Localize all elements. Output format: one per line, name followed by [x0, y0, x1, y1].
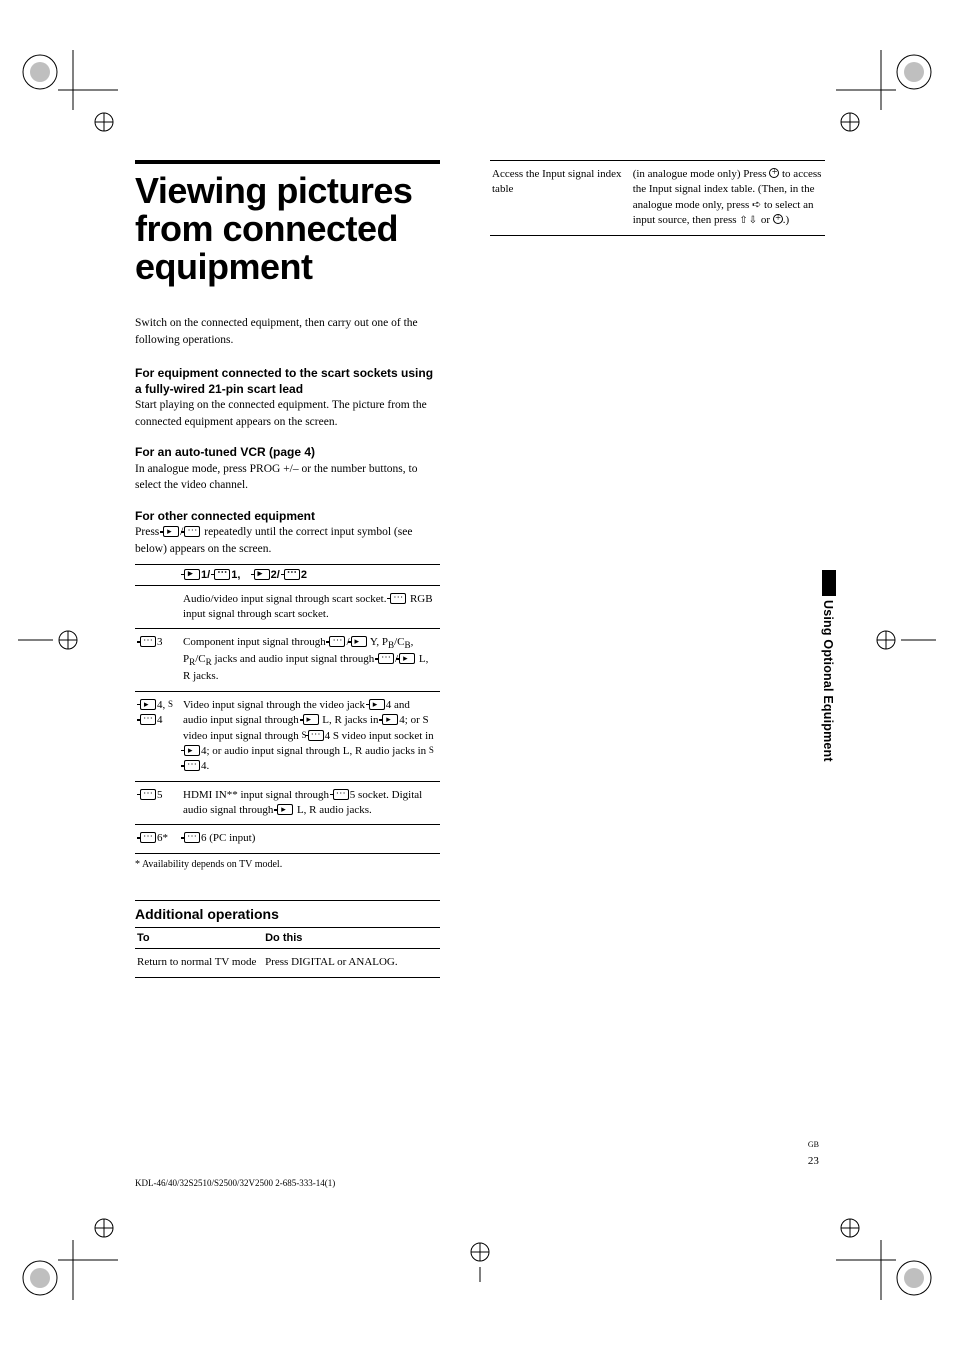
- crop-mark-mr: [836, 610, 936, 670]
- sv4-icon: [140, 714, 156, 725]
- pc6-icon: [184, 832, 200, 843]
- row2-desc: Video input signal through the video jac…: [179, 691, 440, 781]
- ops-r1-do: Press DIGITAL or ANALOG.: [263, 949, 440, 977]
- left-column: Viewing pictures from connected equipmen…: [135, 160, 440, 978]
- ops-h1: To: [135, 928, 263, 949]
- arrow-updown-icon: [739, 214, 758, 226]
- page-title: Viewing pictures from connected equipmen…: [135, 160, 440, 285]
- crop-mark-tl: [18, 50, 118, 150]
- arrow-right-icon: [752, 199, 761, 211]
- row2-label: 4, S4: [135, 691, 179, 781]
- crop-mark-ml: [18, 610, 118, 670]
- right-column: Access the Input signal index table (in …: [490, 160, 825, 236]
- ops-h2: Do this: [263, 928, 440, 949]
- icon-tbl-h1: 1/ 1, 2/ 2: [179, 564, 440, 585]
- row4-label-txt: 6*: [157, 832, 168, 844]
- icon-tbl-h3-txt: 2/: [271, 569, 280, 581]
- additional-ops-head: Additional operations: [135, 900, 440, 928]
- hdmi5-icon: [333, 789, 349, 800]
- icon-tbl-h0: [135, 564, 179, 585]
- av1-rgb-icon: [214, 569, 230, 580]
- side-section-label: Using Optional Equipment: [821, 600, 835, 762]
- row1-label: 3: [135, 629, 179, 691]
- saud4-icon: [184, 760, 200, 771]
- ops-table: To Do this Return to normal TV mode Pres…: [135, 928, 440, 977]
- rgb-scart-icon: [390, 593, 406, 604]
- crop-mark-tr: [836, 50, 936, 150]
- page-content: Viewing pictures from connected equipmen…: [135, 160, 825, 978]
- ops-r2-do: (in analogue mode only) Press to access …: [631, 161, 825, 236]
- icon-tbl-h1-txt: 1/: [201, 569, 210, 581]
- av2-icon: [254, 569, 270, 580]
- component-icon: [329, 636, 345, 647]
- section3-body: Press / repeatedly until the correct inp…: [135, 524, 440, 557]
- component-jack-icon: [351, 636, 367, 647]
- page-number-value: 23: [808, 1155, 819, 1167]
- row1-desc: Component input signal through / Y, PB/C…: [179, 629, 440, 691]
- row0-desc: Audio/video input signal through scart s…: [179, 585, 440, 629]
- section1-head: For equipment connected to the scart soc…: [135, 365, 440, 397]
- ops-r1-to: Return to normal TV mode: [135, 949, 263, 977]
- crop-mark-br: [836, 1200, 936, 1300]
- in4-icon: [382, 714, 398, 725]
- section2-head: For an auto-tuned VCR (page 4): [135, 444, 440, 460]
- row4-label: 6*: [135, 825, 179, 853]
- av5-icon: [140, 789, 156, 800]
- footnote: * Availability depends on TV model.: [135, 858, 440, 873]
- row3-desc: HDMI IN** input signal through 5 socket.…: [179, 781, 440, 825]
- section3-head: For other connected equipment: [135, 508, 440, 524]
- audio-lr-icon: [378, 653, 394, 664]
- av6-icon: [140, 832, 156, 843]
- audio-jack-icon: [399, 653, 415, 664]
- row3-label-txt: 5: [157, 789, 163, 801]
- svid4-icon: [308, 730, 324, 741]
- vid4-icon: [369, 699, 385, 710]
- row3-label: 5: [135, 781, 179, 825]
- row1-label-txt: 3: [157, 636, 163, 648]
- input-icon: [163, 526, 179, 537]
- ops-table-cont: Access the Input signal index table (in …: [490, 160, 825, 236]
- side-tab: [822, 570, 836, 596]
- av3-icon: [140, 636, 156, 647]
- row4-desc-txt: 6 (PC input): [201, 832, 255, 844]
- input-icon-alt: [184, 526, 200, 537]
- av1-icon: [184, 569, 200, 580]
- lead-text: Switch on the connected equipment, then …: [135, 315, 440, 348]
- section2-body: In analogue mode, press PROG +/– or the …: [135, 461, 440, 494]
- footer-note: KDL-46/40/32S2510/S2500/32V2500 2-685-33…: [135, 1178, 335, 1188]
- crop-mark-bc: [430, 1222, 530, 1282]
- icon-tbl-h2-txt: 1,: [231, 569, 240, 581]
- crop-mark-bl: [18, 1200, 118, 1300]
- av2-rgb-icon: [284, 569, 300, 580]
- ops-r2-to: Access the Input signal index table: [490, 161, 631, 236]
- page-number: GB23: [808, 1140, 819, 1167]
- sock4-icon: [184, 745, 200, 756]
- section3-body-pre: Press: [135, 526, 162, 538]
- section1-body: Start playing on the connected equipment…: [135, 397, 440, 430]
- row4-desc: 6 (PC input): [179, 825, 440, 853]
- ok-icon: [769, 168, 779, 178]
- ok-icon-2: [773, 214, 783, 224]
- daud-icon: [277, 804, 293, 815]
- row0-label: [135, 585, 179, 629]
- icon-table: 1/ 1, 2/ 2 Audio/video input signal thro…: [135, 564, 440, 854]
- av4-icon: [140, 699, 156, 710]
- aud4-icon: [303, 714, 319, 725]
- icon-tbl-h4-txt: 2: [301, 569, 307, 581]
